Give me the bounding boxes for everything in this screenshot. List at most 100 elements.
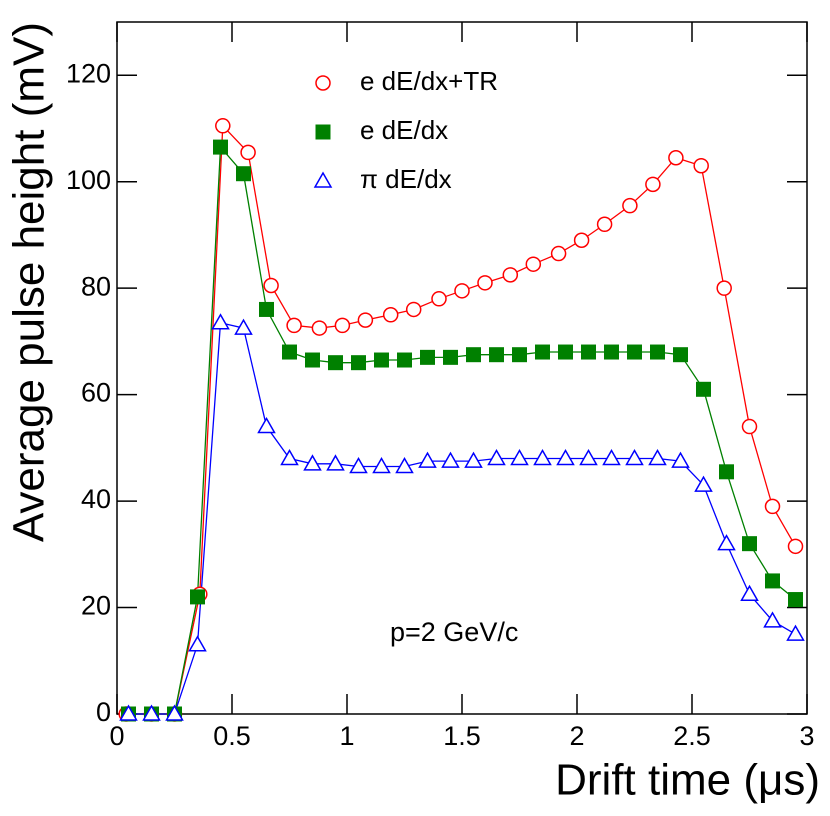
marker — [525, 256, 542, 272]
marker — [188, 635, 207, 652]
marker — [280, 448, 299, 466]
marker — [489, 347, 504, 363]
marker — [550, 245, 567, 262]
marker — [165, 704, 184, 721]
marker — [328, 355, 343, 371]
marker — [645, 176, 661, 193]
y-axis-title: Average pulse height (mV) — [5, 22, 54, 542]
marker — [420, 349, 435, 365]
marker — [190, 589, 205, 605]
marker — [650, 344, 665, 360]
marker — [602, 448, 621, 466]
legend-marker — [315, 124, 331, 140]
marker — [142, 704, 161, 721]
marker — [372, 456, 391, 474]
legend-label: π dE/dx — [360, 164, 452, 194]
marker — [622, 197, 638, 214]
marker — [211, 313, 230, 330]
marker — [240, 144, 256, 161]
marker — [693, 157, 709, 174]
marker — [581, 344, 596, 360]
marker — [696, 381, 711, 397]
marker — [717, 534, 736, 551]
marker — [257, 417, 276, 434]
marker — [627, 344, 642, 360]
marker — [405, 301, 422, 318]
marker — [741, 418, 758, 435]
marker — [694, 475, 713, 492]
marker — [286, 317, 302, 334]
marker — [673, 347, 688, 363]
marker — [477, 275, 493, 291]
y-tick-label: 60 — [81, 378, 111, 408]
marker — [648, 448, 667, 466]
marker — [374, 352, 389, 368]
marker — [487, 448, 506, 466]
marker — [263, 277, 279, 294]
x-tick-label: 3 — [799, 721, 814, 751]
x-axis-title: Drift time (μs) — [555, 756, 820, 805]
marker — [535, 344, 550, 360]
marker — [119, 704, 138, 721]
legend-label: e dE/dx+TR — [360, 66, 498, 96]
marker — [716, 280, 732, 296]
marker — [512, 347, 527, 363]
x-tick-label: 2 — [569, 721, 584, 751]
marker — [334, 317, 351, 334]
marker — [441, 451, 460, 468]
marker — [466, 347, 481, 363]
marker — [397, 352, 412, 368]
marker — [305, 352, 320, 368]
y-tick-label: 120 — [66, 58, 111, 88]
marker — [326, 454, 345, 471]
marker — [742, 536, 757, 552]
marker — [357, 312, 374, 328]
marker — [510, 448, 529, 466]
marker — [418, 451, 437, 468]
marker — [349, 456, 368, 474]
marker — [573, 232, 590, 248]
marker — [740, 584, 759, 601]
x-tick-label: 1 — [339, 721, 354, 751]
marker — [502, 267, 519, 283]
marker — [764, 498, 781, 515]
series-line — [128, 321, 796, 715]
marker — [763, 611, 782, 628]
y-tick-label: 40 — [81, 484, 111, 514]
x-tick-label: 0 — [109, 721, 124, 751]
x-tick-label: 0.5 — [213, 721, 251, 751]
marker — [596, 216, 613, 233]
marker — [579, 448, 598, 466]
marker — [787, 538, 804, 555]
marker — [395, 456, 414, 474]
marker — [259, 301, 274, 317]
marker — [213, 139, 228, 155]
x-tick-label: 1.5 — [443, 721, 481, 751]
y-tick-label: 100 — [66, 165, 111, 195]
marker — [215, 118, 231, 134]
marker — [719, 464, 734, 480]
marker — [236, 166, 251, 182]
legend-label: e dE/dx — [360, 115, 448, 145]
marker — [282, 344, 297, 360]
marker — [443, 349, 458, 365]
y-tick-label: 0 — [96, 697, 111, 727]
marker — [604, 344, 619, 360]
marker — [351, 355, 366, 371]
marker — [625, 448, 644, 466]
marker — [788, 592, 803, 608]
marker — [234, 318, 253, 335]
marker — [464, 451, 483, 468]
marker — [558, 344, 573, 360]
marker — [454, 283, 470, 299]
x-tick-label: 2.5 — [673, 721, 711, 751]
marker — [431, 291, 447, 307]
marker — [786, 624, 805, 641]
marker — [533, 448, 552, 466]
y-tick-label: 80 — [81, 271, 111, 301]
marker — [311, 320, 328, 336]
marker — [668, 149, 684, 166]
marker — [765, 573, 780, 589]
marker — [303, 454, 322, 471]
